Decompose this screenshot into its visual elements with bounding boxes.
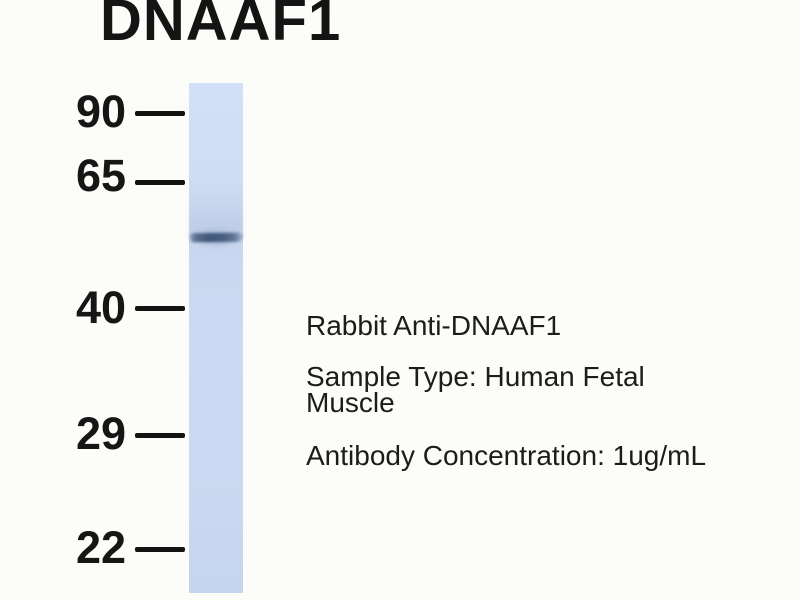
mw-tick-29: [135, 433, 185, 438]
mw-marker-label-22: 22: [76, 522, 127, 573]
mw-marker-label-65: 65: [76, 150, 127, 201]
figure-title: DNAAF1: [100, 0, 342, 53]
blot-lane: [187, 83, 245, 593]
mw-marker-label-40: 40: [76, 282, 127, 333]
mw-tick-22: [135, 547, 185, 552]
mw-marker-label-29: 29: [76, 408, 127, 459]
mw-tick-40: [135, 306, 185, 311]
annotation-concentration: Antibody Concentration: 1ug/mL: [306, 440, 707, 471]
mw-tick-65: [135, 180, 185, 185]
mw-marker-label-90: 90: [76, 86, 127, 137]
lane-shading: [189, 191, 243, 237]
annotation-sample-type: Sample Type: Human Fetal Muscle: [306, 361, 645, 418]
annotation-antibody: Rabbit Anti-DNAAF1: [306, 310, 562, 341]
mw-tick-90: [135, 111, 185, 116]
annotation-block: Rabbit Anti-DNAAF1 Sample Type: Human Fe…: [306, 310, 726, 471]
protein-band: [188, 232, 244, 243]
